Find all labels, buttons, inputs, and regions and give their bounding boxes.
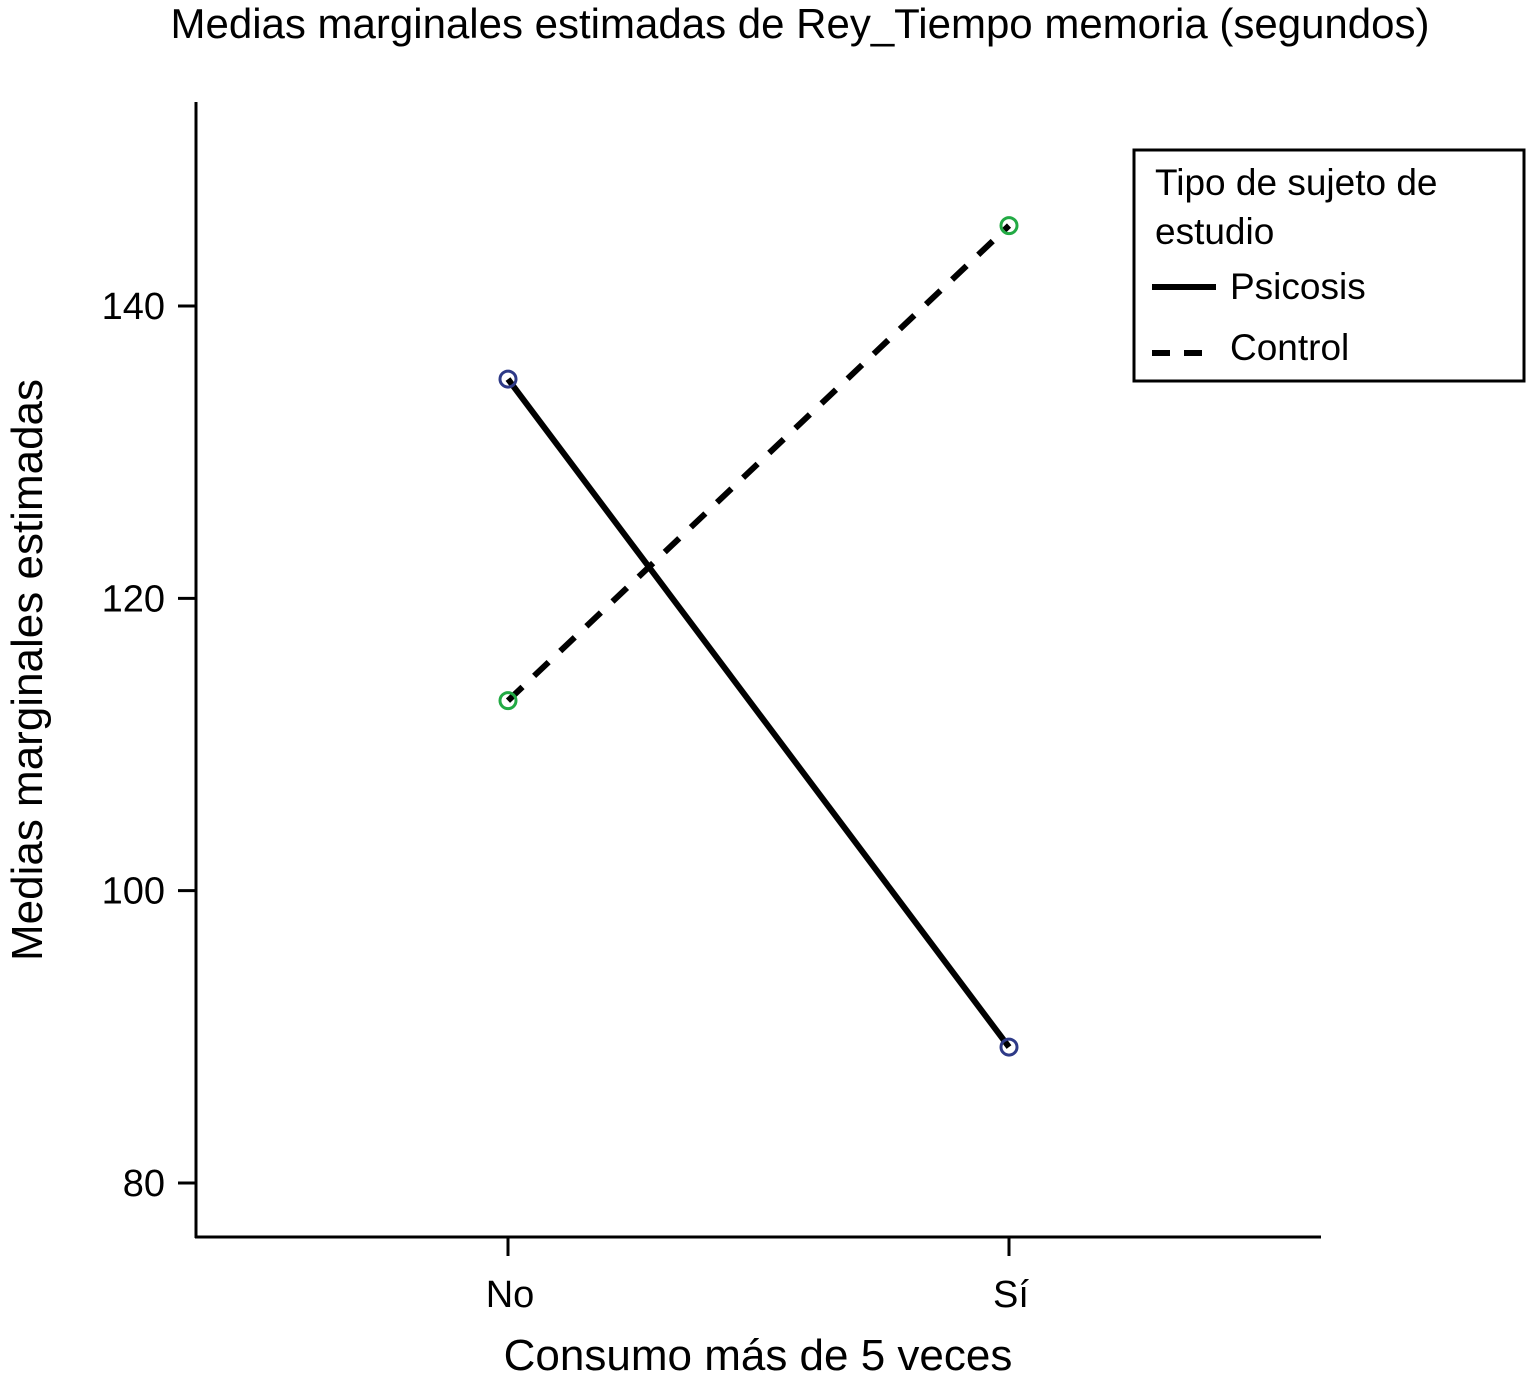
y-axis-title: Medias marginales estimadas	[3, 379, 52, 961]
legend-title-line-1: Tipo de sujeto de	[1155, 162, 1438, 203]
data-point-control	[498, 691, 518, 711]
y-tick-label: 80	[123, 1163, 165, 1205]
data-point-psicosis	[498, 369, 518, 389]
y-tick-label: 100	[102, 871, 165, 913]
legend: Tipo de sujeto de estudio Psicosis Contr…	[1132, 148, 1526, 383]
x-ticks: No Sí	[486, 1237, 1029, 1316]
data-point-control	[999, 216, 1019, 236]
legend-box	[1132, 148, 1526, 383]
x-tick-label: No	[486, 1274, 535, 1316]
x-axis-title: Consumo más de 5 veces	[504, 1331, 1013, 1380]
y-ticks: 80 100 120 140	[102, 286, 196, 1205]
y-tick-label: 120	[102, 578, 165, 620]
data-point-psicosis	[999, 1037, 1019, 1057]
x-tick-label: Sí	[993, 1274, 1029, 1316]
series-line-psicosis	[505, 377, 1012, 1049]
legend-title-line-2: estudio	[1155, 211, 1274, 252]
plot-series	[498, 216, 1019, 1057]
x-axis: No Sí	[195, 1235, 1321, 1316]
chart-title: Medias marginales estimadas de Rey_Tiemp…	[171, 0, 1430, 47]
y-tick-label: 140	[102, 286, 165, 328]
legend-label-control: Control	[1230, 327, 1349, 368]
y-axis: 80 100 120 140	[102, 102, 198, 1238]
legend-label-psicosis: Psicosis	[1230, 266, 1366, 307]
series-line-control	[505, 223, 1012, 703]
